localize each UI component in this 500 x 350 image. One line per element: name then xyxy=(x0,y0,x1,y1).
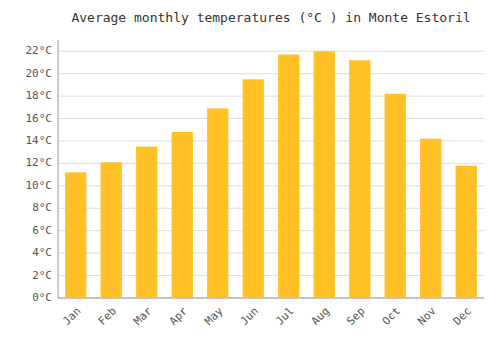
y-tick-labels: 0°C 2°C 4°C 6°C 8°C 10°C 12°C 14°C 16°C 18°C 20°C 2… xyxy=(26,44,53,304)
y-tick-label: 10°C xyxy=(26,179,53,192)
page: {"chart_data": {"type": "bar", "title": … xyxy=(0,0,500,350)
bar xyxy=(456,166,477,298)
x-tick-label: May xyxy=(202,304,226,328)
grid-line xyxy=(58,118,484,119)
bar xyxy=(65,172,86,298)
y-tick-label: 4°C xyxy=(32,246,52,259)
y-tick-label: 6°C xyxy=(32,224,52,237)
bar xyxy=(278,55,299,298)
chart-svg: 0°C 2°C 4°C 6°C 8°C 10°C 12°C 14°C 16°C 18°C 20°C 2… xyxy=(0,0,500,350)
bar xyxy=(207,108,228,298)
bar xyxy=(420,139,441,298)
x-tick-label: Jan xyxy=(60,305,83,328)
x-tick-label: Mar xyxy=(131,304,155,328)
x-tick-label: Nov xyxy=(415,304,439,328)
bar xyxy=(101,162,122,298)
bar xyxy=(314,51,335,298)
x-tick-label: Apr xyxy=(167,304,191,328)
y-grid xyxy=(58,51,484,298)
x-tick-label: Dec xyxy=(451,305,474,328)
chart-title: Average monthly temperatures (°C ) in Mo… xyxy=(71,10,470,25)
y-tick-label: 18°C xyxy=(26,89,53,102)
bar xyxy=(172,132,193,298)
bars xyxy=(65,51,477,298)
grid-line xyxy=(58,96,484,97)
x-tick-labels: Jan Feb Mar Apr May Jun Jul Aug Sep Oct Nov Dec xyxy=(60,304,474,328)
y-tick-label: 14°C xyxy=(26,134,53,147)
x-tick-label: Jul xyxy=(273,305,296,328)
bar xyxy=(349,60,370,298)
x-tick-label: Feb xyxy=(96,305,119,328)
y-tick-label: 12°C xyxy=(26,156,53,169)
chart-container: 0°C 2°C 4°C 6°C 8°C 10°C 12°C 14°C 16°C 18°C 20°C 2… xyxy=(0,0,500,350)
x-tick-label: Jun xyxy=(238,305,261,328)
grid-line xyxy=(58,73,484,74)
grid-line xyxy=(58,51,484,52)
y-tick-label: 22°C xyxy=(26,44,53,57)
y-tick-label: 2°C xyxy=(32,269,52,282)
y-tick-label: 0°C xyxy=(32,291,52,304)
x-tick-label: Aug xyxy=(309,305,332,328)
x-tick-label: Sep xyxy=(344,305,367,328)
y-tick-label: 8°C xyxy=(32,201,52,214)
bar xyxy=(136,147,157,298)
x-tick-label: Oct xyxy=(380,305,403,328)
y-tick-label: 16°C xyxy=(26,112,53,125)
bar xyxy=(385,94,406,298)
y-tick-label: 20°C xyxy=(26,67,53,80)
y-axis-line xyxy=(58,40,59,298)
bar xyxy=(243,79,264,298)
